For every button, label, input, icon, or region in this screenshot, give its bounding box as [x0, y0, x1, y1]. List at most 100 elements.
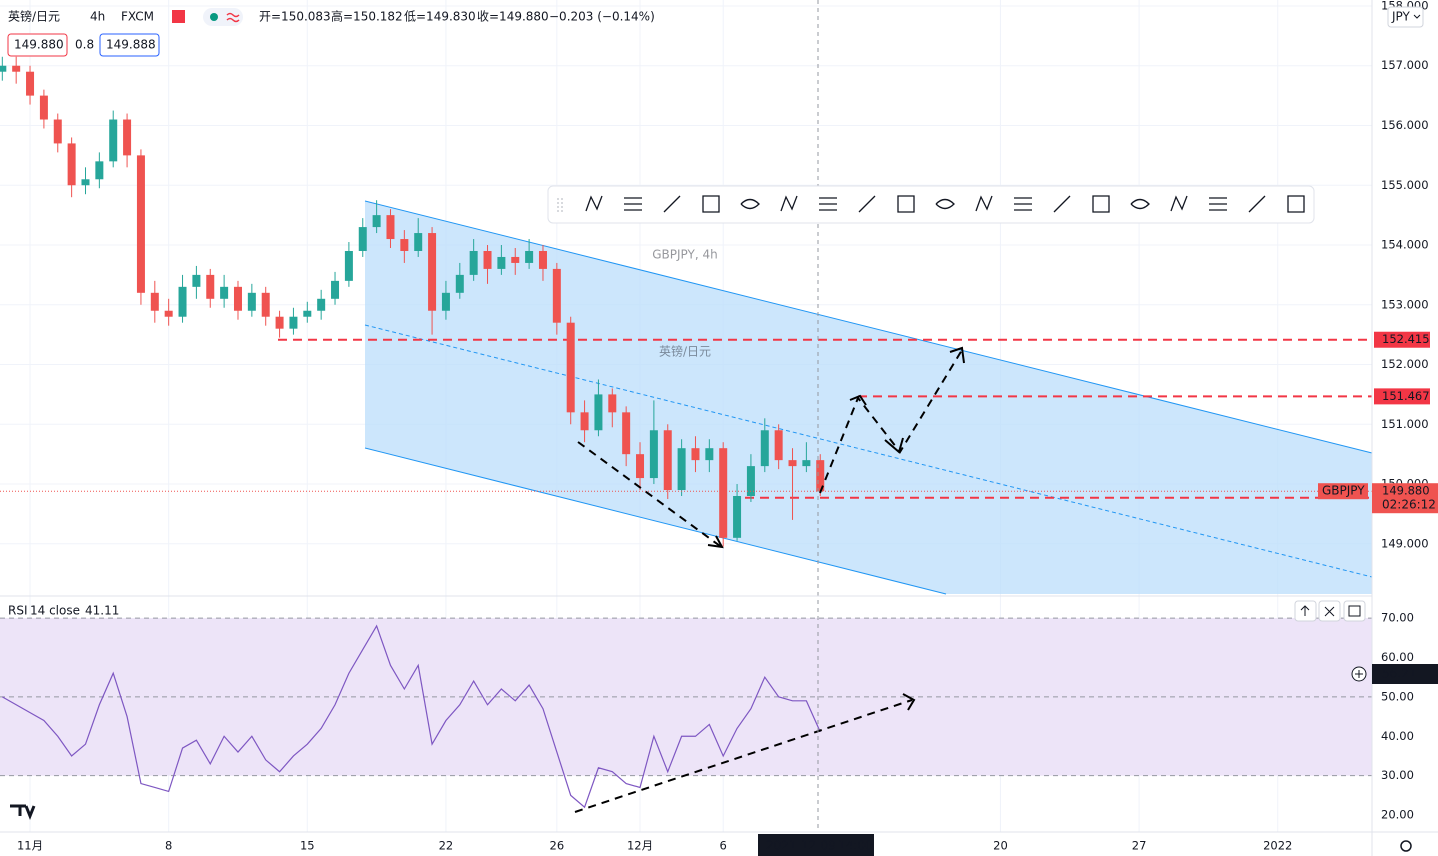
- candle-body: [39, 95, 48, 120]
- tool-button[interactable]: [819, 197, 837, 211]
- candle-body: [150, 292, 159, 311]
- tool-icon: [1248, 195, 1266, 213]
- candle-body: [192, 274, 201, 287]
- tool-button[interactable]: [1053, 195, 1071, 213]
- y-tick-label: 154.000: [1381, 238, 1429, 252]
- arrow-head: [902, 693, 916, 711]
- candle-body: [566, 322, 575, 413]
- tool-button[interactable]: [585, 195, 603, 212]
- tool-icon: [702, 195, 720, 213]
- candle-body: [428, 233, 437, 311]
- tool-icon: [858, 195, 876, 213]
- candle-body: [580, 412, 589, 431]
- currency-box[interactable]: [1387, 6, 1424, 28]
- last-price: 149.880: [1382, 484, 1430, 498]
- tool-button[interactable]: [897, 195, 915, 213]
- channel-upper: [364, 200, 1373, 454]
- candle-body: [331, 280, 340, 299]
- candle-body: [552, 268, 561, 323]
- interval: 4h: [90, 10, 105, 24]
- tool-button[interactable]: [1130, 198, 1150, 210]
- candle-body: [816, 460, 825, 492]
- x-tick-label: 6: [720, 839, 727, 853]
- arrow-head: [884, 437, 904, 454]
- parallel-channel[interactable]: [365, 201, 1372, 594]
- y-tick-label: 153.000: [1381, 297, 1429, 311]
- exchange: FXCM: [121, 10, 154, 24]
- bid: 149.880: [14, 38, 64, 52]
- settings-icon[interactable]: [1400, 840, 1412, 852]
- tool-button[interactable]: [780, 195, 798, 212]
- tool-icon: [1053, 195, 1071, 213]
- rsi-title: RSI: [8, 604, 28, 618]
- tool-icon: [624, 197, 642, 211]
- status-pill[interactable]: [203, 8, 243, 26]
- channel-middle: [364, 324, 1373, 578]
- y-tick-label: 157.000: [1381, 58, 1429, 72]
- candle-body: [247, 292, 256, 311]
- drag-handle[interactable]: [557, 198, 563, 214]
- last-price-box: [1372, 483, 1438, 514]
- ask-box[interactable]: [99, 33, 160, 57]
- logo[interactable]: [10, 804, 36, 821]
- candle-body: [303, 310, 312, 317]
- crosshair-time-box: [758, 834, 874, 856]
- tool-button[interactable]: [740, 198, 760, 210]
- candle-body: [123, 119, 132, 156]
- tool-icon: [1130, 198, 1150, 210]
- y-tick-label: 40.00: [1381, 729, 1414, 743]
- tool-button[interactable]: [624, 197, 642, 211]
- tool-icon: [740, 198, 760, 210]
- ask: 149.888: [106, 38, 156, 52]
- drawing-toolbar: [547, 185, 1315, 224]
- tool-icon: [1014, 197, 1032, 211]
- tool-button[interactable]: [663, 195, 681, 213]
- chevron: [1413, 14, 1421, 19]
- tool-icon: [585, 195, 603, 212]
- tool-button[interactable]: [1092, 195, 1110, 213]
- y-tick-label: 50.00: [1381, 689, 1414, 703]
- candle-body: [511, 256, 520, 263]
- candle-body: [178, 286, 187, 317]
- crosshair-time: 14:00: [838, 839, 873, 853]
- ohlc-low: 低=149.830: [404, 10, 476, 24]
- tool-button[interactable]: [1170, 195, 1188, 212]
- y-tick-label: 152.000: [1381, 357, 1429, 371]
- x-tick-label: 2022: [1263, 839, 1292, 853]
- candle-body: [733, 495, 742, 538]
- bid-box[interactable]: [7, 33, 68, 57]
- candle-body: [455, 274, 464, 293]
- candle-body: [525, 250, 534, 263]
- arrow: [577, 441, 721, 547]
- status-icon: [226, 12, 240, 23]
- arrow-heads: [707, 346, 965, 711]
- tool-button[interactable]: [1014, 197, 1032, 211]
- crosshair-rsi: 56.21: [1382, 667, 1416, 681]
- button-maximize[interactable]: [1343, 600, 1366, 622]
- rsi-line: [2, 624, 821, 809]
- candle-body: [691, 448, 700, 461]
- flag[interactable]: [172, 10, 185, 23]
- countdown: 02:26:12: [1382, 498, 1436, 512]
- arrow-head: [707, 535, 724, 549]
- candle-body: [649, 430, 658, 479]
- candle-body: [0, 65, 7, 72]
- x-tick-label: 12月: [627, 839, 653, 853]
- candle-body: [788, 460, 797, 467]
- tool-button[interactable]: [1209, 197, 1227, 211]
- candle-body: [275, 316, 284, 329]
- tool-button[interactable]: [1287, 195, 1305, 213]
- axes: 149.000150.000151.000152.000153.000154.0…: [17, 0, 1438, 853]
- plus: [1355, 670, 1363, 678]
- tool-button[interactable]: [935, 198, 955, 210]
- symbol: 英镑/日元: [8, 9, 60, 24]
- tool-button[interactable]: [1248, 195, 1266, 213]
- tool-button[interactable]: [975, 195, 993, 212]
- candle-body: [289, 316, 298, 329]
- tool-button[interactable]: [858, 195, 876, 213]
- pane-icons: [1300, 605, 1361, 617]
- candle-body: [386, 215, 395, 240]
- tool-button[interactable]: [702, 195, 720, 213]
- symbol-tag-box: [1318, 483, 1368, 500]
